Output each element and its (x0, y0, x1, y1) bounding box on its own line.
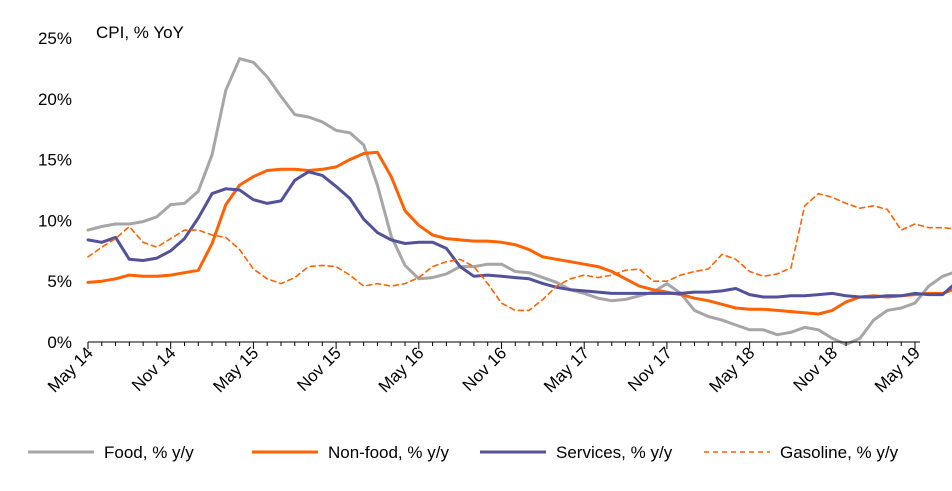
x-tick-label: Nov 16 (459, 343, 511, 395)
x-tick-label: May 17 (540, 343, 593, 396)
series-line-3 (86, 170, 952, 299)
series-line-2 (86, 150, 952, 316)
x-tick-label: May 16 (375, 343, 428, 396)
legend-label-2: Non-food, % y/y (328, 443, 449, 462)
legend-label-3: Services, % y/y (556, 443, 673, 462)
legend-label-4: Gasoline, % y/y (780, 443, 899, 462)
series-line-1 (86, 57, 952, 346)
x-tick-label: Nov 15 (293, 343, 345, 395)
x-tick-label: May 18 (706, 343, 759, 396)
x-tick-label: Nov 14 (128, 343, 180, 395)
x-tick-label: May 15 (209, 343, 262, 396)
x-tick-label: Nov 18 (790, 343, 842, 395)
y-tick-label: 0% (47, 333, 72, 352)
legend: Food, % y/y Non-food, % y/y Services, % y/… (28, 443, 899, 462)
y-tick-label: 10% (38, 211, 72, 230)
series-layer (86, 57, 952, 346)
y-tick-label: 20% (38, 90, 72, 109)
x-tick-label: Nov 17 (624, 343, 676, 395)
series-line-4 (87, 192, 952, 312)
y-tick-label: 25% (38, 29, 72, 48)
y-axis-ticks: 0% 5% 10% 15% 20% 25% (38, 29, 72, 352)
x-axis: May 14 Nov 14 May 15 Nov 15 May 16 Nov 16 May … (44, 341, 924, 396)
legend-label-1: Food, % y/y (104, 443, 194, 462)
y-tick-label: 15% (38, 151, 72, 170)
y-axis-label: CPI, % YoY (96, 23, 184, 42)
y-tick-label: 5% (47, 272, 72, 291)
x-tick-label: May 19 (871, 343, 924, 396)
